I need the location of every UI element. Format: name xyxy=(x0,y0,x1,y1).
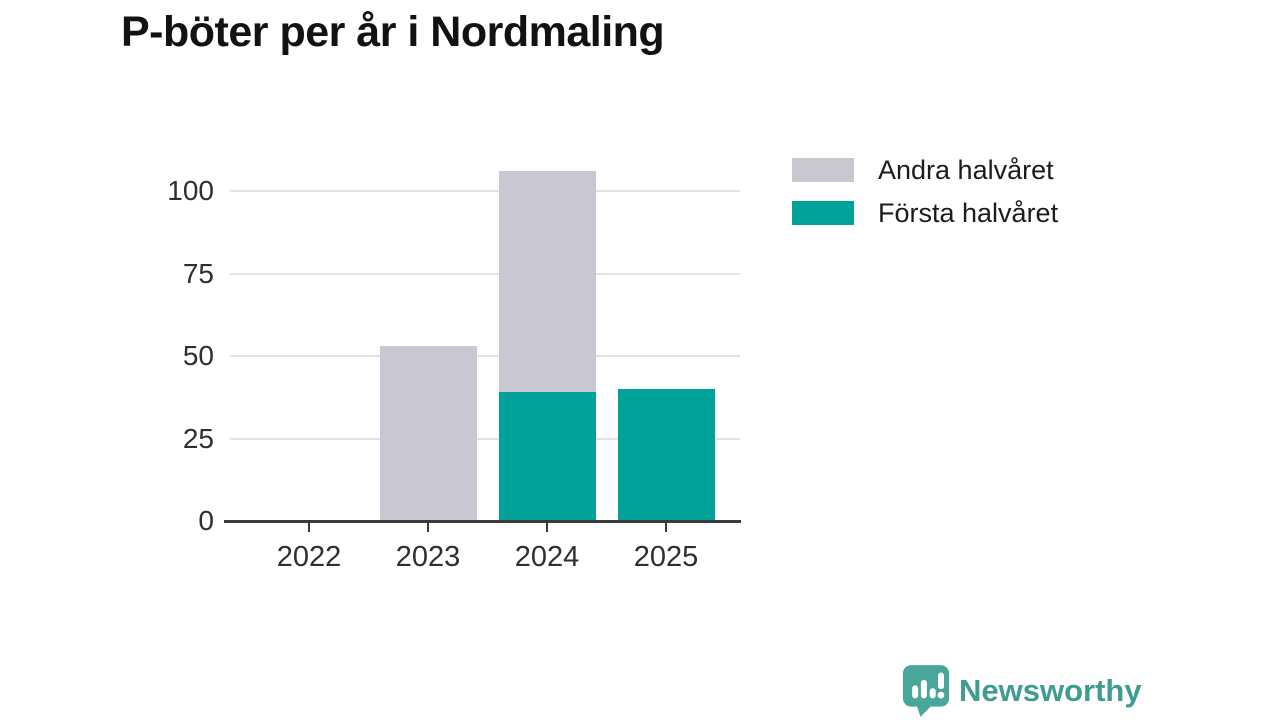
y-tick-label-100: 100 xyxy=(167,175,214,206)
x-tick-label-2024: 2024 xyxy=(514,541,580,573)
x-tick-mark-2023 xyxy=(427,523,429,532)
legend-swatch-1 xyxy=(792,201,854,225)
bar-2024-första xyxy=(498,392,596,521)
legend-swatch-0 xyxy=(792,158,854,182)
legend-row-1: Första halvåret xyxy=(792,198,1058,228)
y-tick-label-25: 25 xyxy=(182,422,214,454)
gridline-100 xyxy=(230,190,740,192)
bar-2023-andra xyxy=(379,346,477,521)
x-axis-line xyxy=(224,520,741,523)
gridline-25 xyxy=(230,437,740,440)
gridline-75 xyxy=(230,272,740,275)
x-tick-label-2022: 2022 xyxy=(276,541,342,573)
legend: Andra halvåret Första halvåret xyxy=(792,155,1058,241)
y-tick-label-75: 75 xyxy=(182,257,214,289)
chart-title: P-böter per år i Nordmaling xyxy=(121,8,665,56)
newsworthy-logo-icon xyxy=(902,665,950,717)
bar-2024-andra xyxy=(498,171,596,393)
x-tick-mark-2022 xyxy=(308,523,310,532)
x-tick-label-2025: 2025 xyxy=(633,541,699,573)
legend-row-0: Andra halvåret xyxy=(792,155,1058,185)
x-tick-label-2023: 2023 xyxy=(395,541,461,573)
newsworthy-logo-text: Newsworthy xyxy=(959,672,1142,708)
y-tick-label-0: 0 xyxy=(198,505,214,536)
x-tick-mark-2024 xyxy=(546,523,548,532)
legend-label-0: Andra halvåret xyxy=(878,154,1054,185)
branding: Newsworthy xyxy=(902,664,1142,717)
gridline-50 xyxy=(230,355,740,357)
y-tick-label-50: 50 xyxy=(182,340,214,371)
legend-label-1: Första halvåret xyxy=(878,197,1059,228)
bar-2025-första xyxy=(617,389,715,521)
x-tick-mark-2025 xyxy=(665,523,667,532)
